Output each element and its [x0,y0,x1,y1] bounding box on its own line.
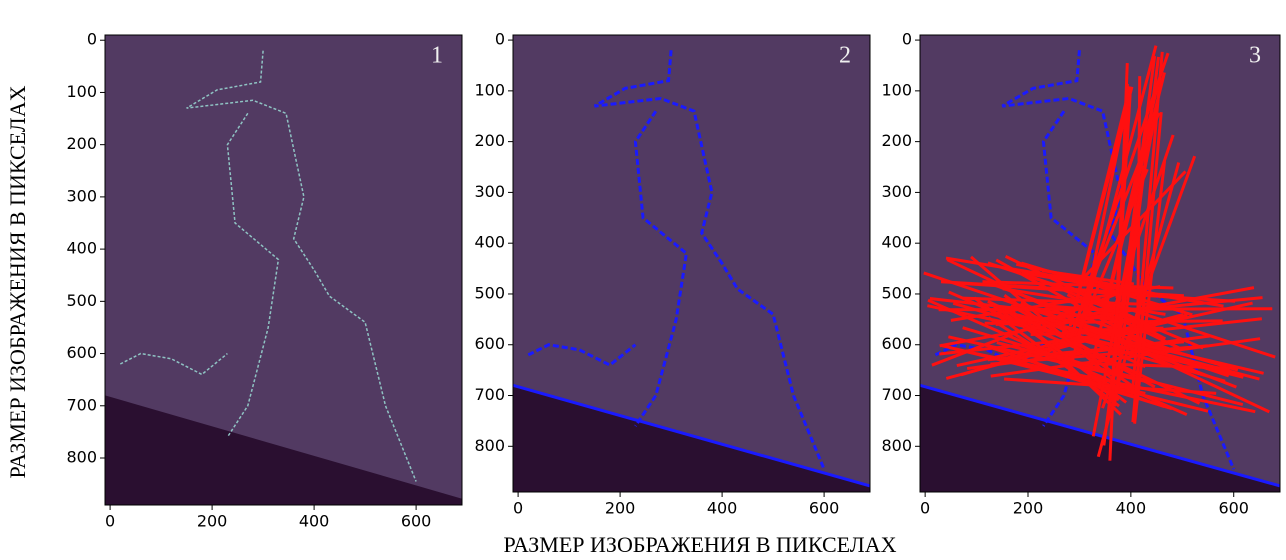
y-tick-label: 600 [881,334,912,353]
y-tick-label: 200 [881,131,912,150]
y-tick-label: 400 [474,233,505,252]
image-panel: 1 0 100 200 300 400 500 600 700 800 0 200 400 600 [66,30,462,531]
x-tick-label: 0 [513,499,523,518]
y-tick-label: 700 [66,395,97,414]
x-tick-label: 400 [1116,499,1147,518]
image-panel: 3 0 100 200 300 400 500 600 700 800 0 200 400 600 [881,30,1280,518]
x-tick-label: 200 [605,499,636,518]
image-content [513,35,870,497]
x-tick-label: 600 [1218,499,1249,518]
y-tick-label: 0 [495,30,505,49]
y-tick-label: 600 [66,343,97,362]
y-axis-label: РАЗМЕР ИЗОБРАЖЕНИЯ В ПИКСЕЛАХ [5,85,30,478]
y-tick-label: 700 [881,385,912,404]
y-tick-label: 100 [474,80,505,99]
y-tick-label: 300 [881,182,912,201]
y-tick-label: 800 [474,436,505,455]
x-tick-label: 600 [401,512,432,531]
y-tick-label: 100 [66,82,97,101]
y-tick-label: 0 [902,30,912,49]
y-tick-label: 200 [66,134,97,153]
x-tick-label: 400 [299,512,330,531]
y-tick-label: 600 [474,334,505,353]
y-tick-label: 400 [881,233,912,252]
y-tick-label: 100 [881,80,912,99]
panel-label: 3 [1249,43,1261,69]
panel-label: 2 [839,43,851,69]
y-tick-label: 500 [881,283,912,302]
x-axis-label: РАЗМЕР ИЗОБРАЖЕНИЯ В ПИКСЕЛАХ [504,532,897,557]
y-tick-label: 200 [474,131,505,150]
x-tick-label: 200 [1013,499,1044,518]
y-tick-label: 500 [474,283,505,302]
x-tick-label: 0 [105,512,115,531]
image-panel: 2 0 100 200 300 400 500 600 700 800 0 200 400 600 [474,30,870,518]
image-content [920,35,1280,497]
y-tick-label: 500 [66,291,97,310]
x-tick-label: 200 [197,512,228,531]
image-content [105,35,462,510]
y-tick-label: 400 [66,239,97,258]
y-tick-label: 800 [881,436,912,455]
y-tick-label: 300 [474,182,505,201]
panel-label: 1 [431,43,443,69]
y-tick-label: 800 [66,448,97,467]
y-tick-label: 700 [474,385,505,404]
x-tick-label: 600 [809,499,840,518]
x-tick-label: 400 [707,499,738,518]
y-tick-label: 300 [66,186,97,205]
y-tick-label: 0 [87,30,97,49]
x-tick-label: 0 [920,499,930,518]
figure: РАЗМЕР ИЗОБРАЖЕНИЯ В ПИКСЕЛАХ РАЗМЕР ИЗО… [0,0,1286,560]
